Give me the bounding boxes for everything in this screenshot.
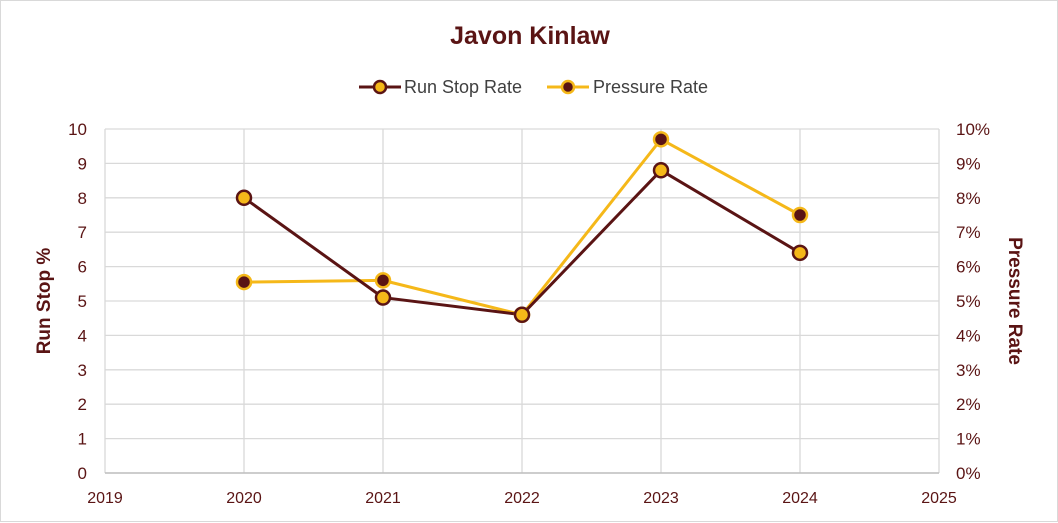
x-tick-label: 2019: [87, 490, 123, 507]
left-y-tick-label: 1: [78, 430, 87, 449]
right-y-tick-label: 1%: [956, 430, 981, 449]
data-point-run-stop-rate: [235, 189, 253, 207]
right-y-tick-label: 8%: [956, 189, 981, 208]
right-y-tick-label: 3%: [956, 361, 981, 380]
left-y-tick-label: 5: [78, 292, 87, 311]
series-markers: [235, 131, 809, 324]
left-y-tick-label: 9: [78, 154, 87, 173]
left-y-tick-label: 6: [78, 258, 87, 277]
x-tick-label: 2021: [365, 490, 401, 507]
right-y-tick-label: 4%: [956, 326, 981, 345]
right-y-tick-label: 2%: [956, 395, 981, 414]
x-tick-label: 2025: [921, 490, 957, 507]
left-axis-label: Run Stop %: [34, 248, 55, 355]
right-y-tick-label: 7%: [956, 223, 981, 242]
data-point-pressure-rate: [791, 206, 809, 224]
grid-lines: [104, 128, 940, 474]
x-tick-label: 2023: [643, 490, 679, 507]
x-tick-label: 2022: [504, 490, 540, 507]
left-y-tick-label: 0: [78, 464, 87, 483]
right-y-tick-label: 0%: [956, 464, 981, 483]
x-tick-label: 2020: [226, 490, 262, 507]
left-y-tick-label: 4: [78, 326, 87, 345]
data-point-run-stop-rate: [374, 289, 392, 306]
right-y-tick-label: 6%: [956, 258, 981, 277]
left-y-tick-label: 8: [78, 189, 87, 208]
left-y-tick-label: 3: [78, 361, 87, 380]
data-point-run-stop-rate: [652, 162, 670, 179]
legend-marker-pressure-rate: [560, 79, 576, 95]
axis-ticks: 0 0% 1 1% 2 2% 3 3% 4 4% 5 5% 6 6% 7 7% 8 8% 9 9% 10 10% 2019 2…: [68, 120, 990, 507]
left-y-tick-label: 2: [78, 395, 87, 414]
right-y-tick-label: 5%: [956, 292, 981, 311]
data-point-pressure-rate: [374, 272, 392, 289]
right-y-tick-label: 9%: [956, 154, 981, 173]
x-tick-label: 2024: [782, 490, 818, 507]
chart-title: Javon Kinlaw: [450, 22, 610, 50]
data-point-run-stop-rate: [513, 306, 531, 324]
legend-marker-run-stop-rate: [372, 79, 388, 95]
data-point-pressure-rate: [652, 131, 670, 148]
right-axis-label: Pressure Rate: [1004, 237, 1025, 365]
left-y-tick-label: 10: [68, 120, 87, 139]
chart-legend: Run Stop Rate Pressure Rate: [359, 77, 708, 97]
data-point-pressure-rate: [235, 273, 253, 291]
data-point-run-stop-rate: [791, 244, 809, 262]
right-y-tick-label: 10%: [956, 120, 990, 139]
legend-label-pressure-rate: Pressure Rate: [593, 77, 708, 97]
legend-label-run-stop-rate: Run Stop Rate: [404, 77, 522, 97]
left-y-tick-label: 7: [78, 223, 87, 242]
